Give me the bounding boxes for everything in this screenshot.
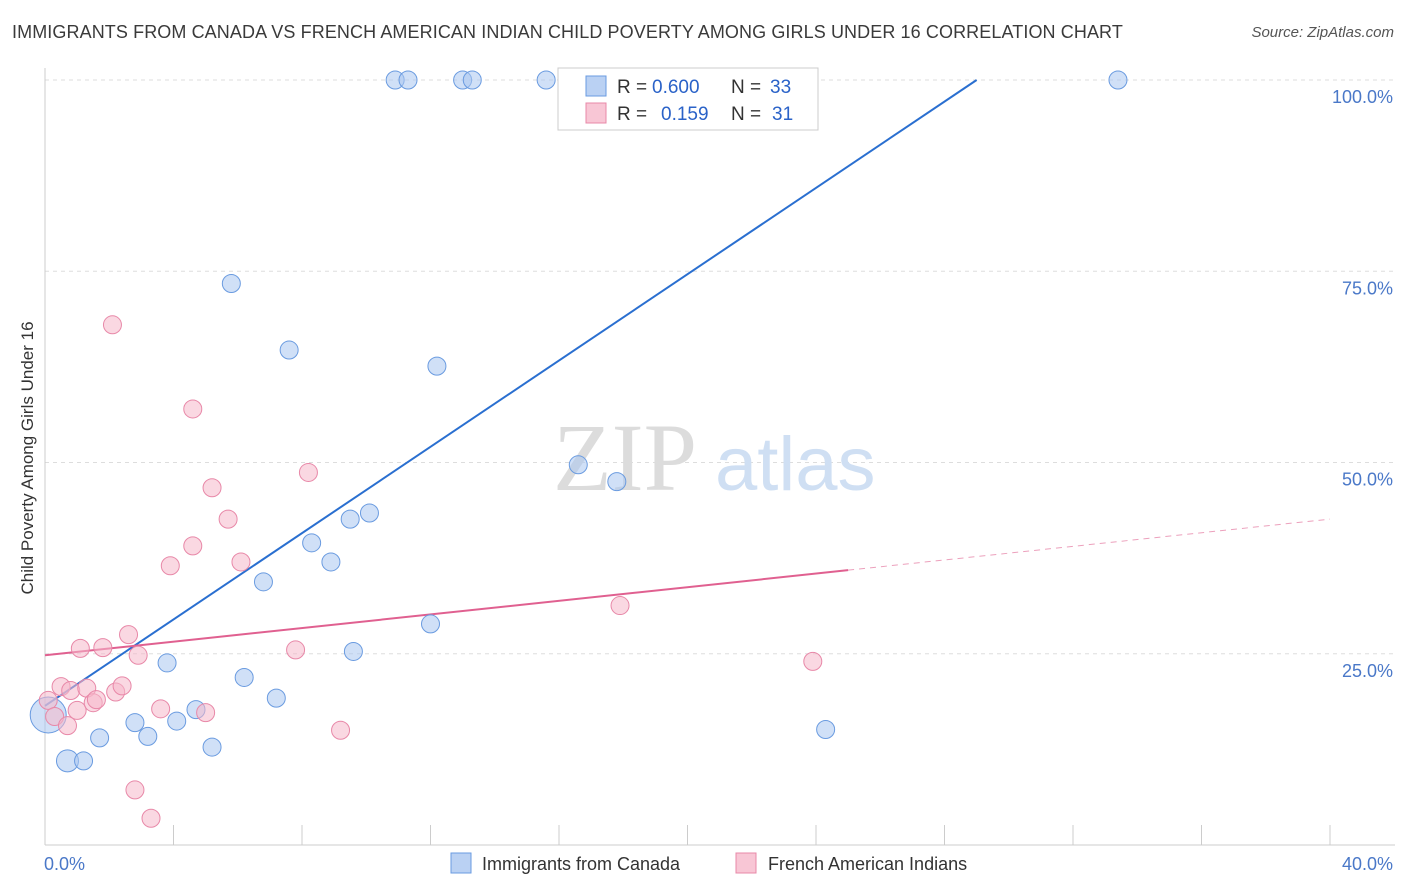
point-french-american-indians-3 [57, 716, 77, 736]
watermark-atlas: atlas [715, 422, 876, 507]
point-canada-5 [138, 726, 158, 746]
stats-n-label-2: N = [731, 104, 761, 125]
point-canada-6 [157, 653, 177, 673]
stats-n-label-1: N = [731, 77, 761, 98]
point-french-american-indians-21 [183, 536, 203, 556]
point-canada-4 [125, 713, 145, 733]
point-french-american-indians-30 [803, 651, 823, 671]
point-canada-23 [427, 356, 447, 376]
point-french-american-indians-19 [160, 556, 180, 576]
point-french-american-indians-6 [70, 638, 90, 658]
point-french-american-indians-0 [38, 690, 58, 710]
point-french-american-indians-20 [183, 399, 203, 419]
point-french-american-indians-27 [298, 462, 318, 482]
point-french-american-indians-24 [218, 509, 238, 529]
point-canada-2 [74, 751, 94, 771]
point-canada-13 [266, 688, 286, 708]
stats-n-value-2: 31 [772, 104, 793, 125]
point-canada-22 [421, 614, 440, 634]
point-canada-27 [568, 455, 588, 475]
series-legend: Immigrants from Canada French American I… [450, 852, 967, 874]
point-canada-26 [536, 70, 556, 90]
stats-legend: R = 0.600 N = 33 R = 0.159 N = 31 [557, 67, 819, 131]
stats-legend-swatch-pink [585, 102, 607, 124]
point-canada-12 [253, 572, 273, 592]
y-tick-label-0: 25.0% [1342, 661, 1393, 681]
point-french-american-indians-14 [119, 625, 139, 645]
point-french-american-indians-10 [93, 638, 113, 658]
y-tick-label-2: 75.0% [1342, 278, 1393, 298]
point-french-american-indians-16 [128, 645, 148, 665]
point-canada-15 [302, 533, 322, 553]
point-french-american-indians-18 [151, 699, 171, 719]
stats-legend-swatch-blue [585, 75, 607, 97]
point-french-american-indians-23 [202, 478, 222, 498]
point-french-american-indians-26 [286, 640, 306, 660]
point-french-american-indians-29 [610, 596, 630, 616]
point-canada-31 [1108, 70, 1128, 90]
trend-line-extension-1 [848, 518, 1331, 571]
x-tick-label-1: 40.0% [1342, 854, 1393, 874]
stats-n-value-1: 33 [770, 77, 791, 98]
point-canada-9 [202, 737, 222, 757]
x-tick-label-0: 0.0% [44, 854, 85, 874]
point-french-american-indians-22 [196, 703, 216, 723]
point-french-american-indians-1 [45, 706, 65, 726]
point-french-american-indians-9 [86, 690, 106, 710]
point-french-american-indians-13 [112, 676, 132, 696]
y-tick-label-3: 100.0% [1332, 87, 1393, 107]
tick-labels: 25.0% 50.0% 75.0% 100.0% 0.0% 40.0% [44, 87, 1393, 874]
point-french-american-indians-4 [61, 680, 81, 700]
point-canada-14 [279, 340, 299, 360]
point-canada-21 [398, 70, 418, 90]
source-credit: Source: ZipAtlas.com [1251, 24, 1394, 41]
y-tick-label-1: 50.0% [1342, 470, 1393, 490]
point-canada-16 [321, 552, 341, 572]
legend-label-canada: Immigrants from Canada [482, 854, 681, 874]
point-canada-10 [221, 273, 241, 293]
point-french-american-indians-15 [125, 780, 145, 800]
stats-r-label-1: R = [617, 77, 647, 98]
point-canada-18 [343, 641, 363, 661]
trend-line-1 [44, 569, 849, 657]
point-canada-7 [167, 711, 187, 731]
legend-label-french-american-indians: French American Indians [768, 854, 967, 874]
point-french-american-indians-11 [102, 315, 122, 335]
point-canada-19 [359, 503, 379, 523]
trend-line-0 [44, 79, 978, 707]
point-canada-25 [462, 70, 482, 90]
point-french-american-indians-25 [231, 552, 251, 572]
point-canada-11 [234, 667, 254, 687]
stats-r-label-2: R = [617, 104, 647, 125]
legend-swatch-canada [450, 852, 472, 874]
point-french-american-indians-17 [141, 808, 161, 828]
chart-title: IMMIGRANTS FROM CANADA VS FRENCH AMERICA… [12, 22, 1123, 42]
point-canada-30 [816, 719, 836, 739]
data-points [29, 70, 1128, 828]
legend-swatch-french-american-indians [735, 852, 757, 874]
trend-lines [44, 79, 1331, 707]
stats-r-value-1: 0.600 [652, 77, 700, 98]
y-axis-label: Child Poverty Among Girls Under 16 [18, 321, 37, 594]
point-french-american-indians-5 [67, 700, 87, 720]
watermark: ZIP atlas [553, 404, 876, 511]
stats-r-value-2: 0.159 [661, 104, 709, 125]
point-canada-3 [90, 728, 110, 748]
point-french-american-indians-28 [331, 720, 351, 740]
point-canada-17 [340, 509, 360, 529]
point-canada-29 [607, 472, 627, 492]
